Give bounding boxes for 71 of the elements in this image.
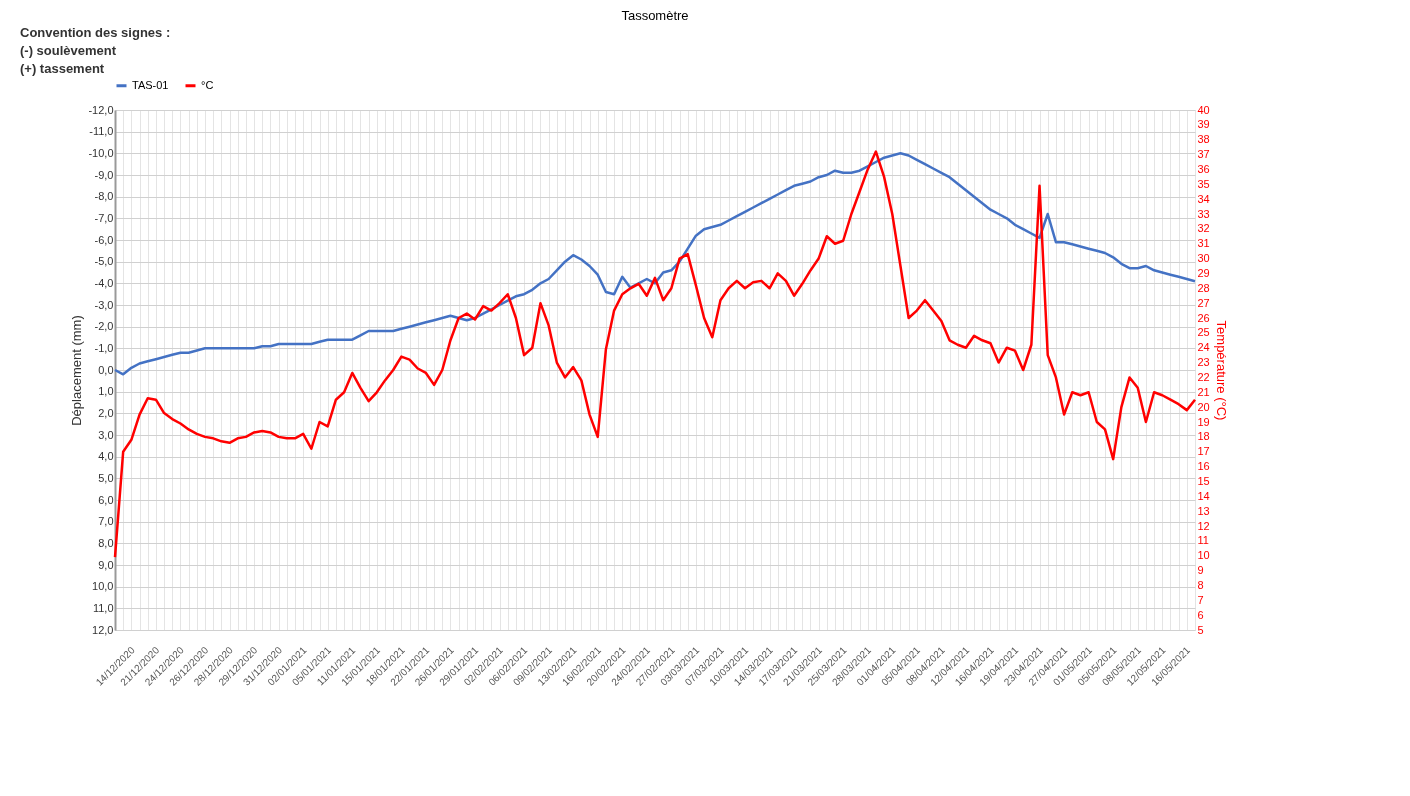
y2-tick-label: 30 bbox=[1197, 252, 1210, 265]
y-tick-label: -9,0 bbox=[94, 168, 114, 181]
y-tick-label: -3,0 bbox=[94, 298, 114, 311]
y-tick-label: -7,0 bbox=[94, 211, 114, 224]
y2-tick-label: 20 bbox=[1197, 400, 1210, 413]
y-tick-label: -5,0 bbox=[94, 255, 114, 268]
y2-tick-label: 38 bbox=[1197, 133, 1210, 146]
y2-tick-label: 28 bbox=[1197, 281, 1210, 294]
y2-tick-label: 27 bbox=[1197, 296, 1210, 309]
y2-tick-label: 13 bbox=[1197, 504, 1210, 517]
y-tick-label: 9,0 bbox=[98, 558, 114, 571]
chart-title: Tassomètre bbox=[621, 8, 689, 23]
text: (+) tassement bbox=[20, 61, 105, 76]
y2-tick-label: 33 bbox=[1197, 207, 1210, 220]
y2-tick-label: 12 bbox=[1197, 519, 1210, 532]
y2-tick-label: 5 bbox=[1197, 623, 1204, 636]
y-axis-title: Déplacement (mm) bbox=[69, 315, 85, 426]
y2-tick-label: 35 bbox=[1197, 177, 1210, 190]
y2-tick-label: 17 bbox=[1197, 445, 1210, 458]
y2-axis-title: Température (°C) bbox=[1213, 320, 1229, 421]
y-tick-label: 3,0 bbox=[98, 428, 114, 441]
legend-label: TAS-01 bbox=[132, 78, 169, 91]
y-tick-label: -8,0 bbox=[94, 190, 114, 203]
y-tick-label: 2,0 bbox=[98, 406, 114, 419]
line-series bbox=[113, 150, 1197, 559]
y-tick-label: 7,0 bbox=[98, 515, 114, 528]
text: Convention des signes : bbox=[20, 25, 171, 40]
line-series bbox=[113, 152, 1197, 376]
y-tick-label: 12,0 bbox=[92, 623, 114, 636]
text: (-) soulèvement bbox=[20, 43, 117, 58]
y-tick-label: 5,0 bbox=[98, 471, 114, 484]
y2-tick-label: 18 bbox=[1197, 430, 1210, 443]
y2-tick-label: 32 bbox=[1197, 222, 1210, 235]
y-tick-label: -12,0 bbox=[88, 103, 114, 116]
y2-tick-label: 29 bbox=[1197, 266, 1210, 279]
y2-tick-label: 26 bbox=[1197, 311, 1210, 324]
y-tick-label: -4,0 bbox=[94, 276, 114, 289]
y2-tick-label: 31 bbox=[1197, 237, 1210, 250]
y-tick-label: -2,0 bbox=[94, 320, 114, 333]
y2-tick-label: 7 bbox=[1197, 593, 1204, 606]
y-tick-label: 8,0 bbox=[98, 536, 114, 549]
y2-tick-label: 24 bbox=[1197, 341, 1210, 354]
y2-tick-label: 11 bbox=[1197, 534, 1209, 547]
y2-tick-label: 14 bbox=[1197, 489, 1210, 502]
y2-tick-label: 22 bbox=[1197, 370, 1210, 383]
y2-tick-label: 39 bbox=[1197, 118, 1210, 131]
y2-tick-label: 25 bbox=[1197, 326, 1210, 339]
y2-tick-label: 15 bbox=[1197, 474, 1210, 487]
y2-tick-label: 8 bbox=[1197, 578, 1204, 591]
y2-tick-label: 9 bbox=[1197, 564, 1204, 577]
y2-tick-label: 19 bbox=[1197, 415, 1210, 428]
y-tick-label: 6,0 bbox=[98, 493, 114, 506]
y-tick-label: 10,0 bbox=[92, 580, 114, 593]
y-tick-label: -11,0 bbox=[89, 125, 114, 138]
y-tick-label: 1,0 bbox=[98, 385, 114, 398]
y-tick-label: -10,0 bbox=[88, 146, 114, 159]
y2-tick-label: 21 bbox=[1197, 385, 1210, 398]
y-tick-label: 11,0 bbox=[92, 601, 114, 614]
y2-tick-label: 23 bbox=[1197, 356, 1210, 369]
legend-label: °C bbox=[201, 78, 214, 91]
y2-tick-label: 34 bbox=[1197, 192, 1210, 205]
y2-tick-label: 10 bbox=[1197, 549, 1210, 562]
y-tick-label: 4,0 bbox=[98, 450, 114, 463]
y2-tick-label: 6 bbox=[1197, 608, 1204, 621]
y-tick-label: -1,0 bbox=[94, 341, 114, 354]
y2-tick-label: 40 bbox=[1197, 103, 1210, 116]
y2-tick-label: 16 bbox=[1197, 460, 1210, 473]
y-tick-label: 0,0 bbox=[98, 363, 114, 376]
y2-tick-label: 37 bbox=[1197, 148, 1210, 161]
y2-tick-label: 36 bbox=[1197, 162, 1210, 175]
y-tick-label: -6,0 bbox=[94, 233, 114, 246]
